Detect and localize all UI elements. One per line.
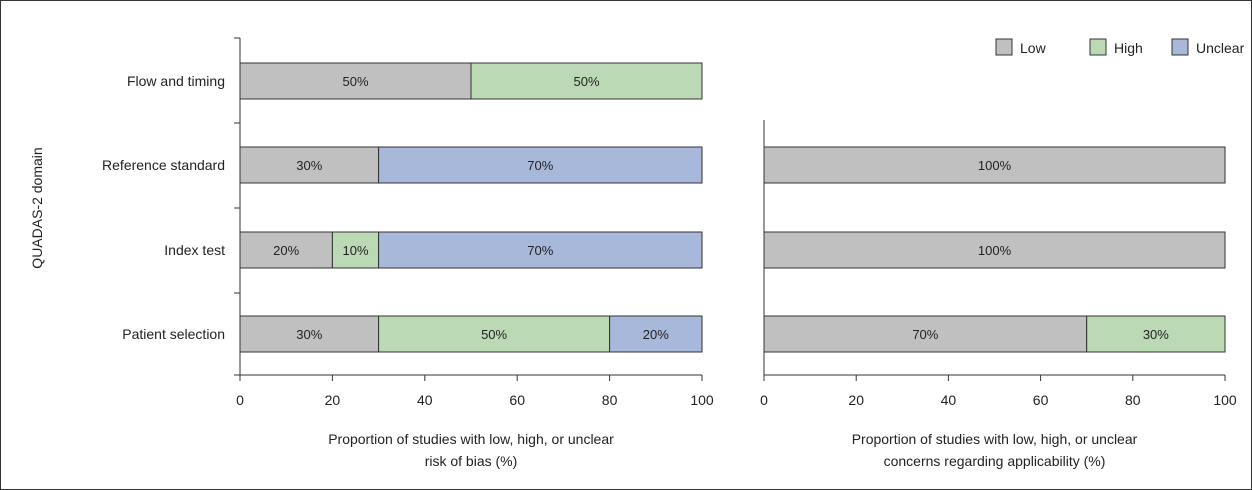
bar-segment-patient-selection-low [239, 315, 380, 353]
x-tick-label: 20 [325, 392, 341, 408]
bar-row-patient-selection: 30% 50% 20% [239, 315, 703, 353]
x-tick-label: 60 [509, 392, 525, 408]
data-label: 50% [481, 327, 507, 342]
x-axis-label: risk of bias (%) [425, 453, 518, 469]
x-tick-label: 40 [941, 392, 957, 408]
x-tick-label: 100 [1213, 392, 1237, 408]
category-label-flow-and-timing: Flow and timing [127, 73, 225, 89]
bar-segment-flow-and-timing-high [470, 62, 703, 100]
legend-label: High [1114, 40, 1143, 56]
x-tick-label: 0 [236, 392, 244, 408]
legend-swatch [1089, 38, 1107, 56]
x-tick-label: 20 [848, 392, 864, 408]
data-label: 30% [296, 158, 322, 173]
x-axis-label: concerns regarding applicability (%) [884, 453, 1106, 469]
category-label-index-test: Index test [164, 242, 225, 258]
data-label: 20% [273, 243, 299, 258]
bar-row-index-test: 100% [763, 231, 1226, 269]
bar-segment-patient-selection-high [378, 315, 611, 353]
legend-swatch [1171, 38, 1189, 56]
x-tick-label: 0 [760, 392, 768, 408]
bar-row-flow-and-timing: 50% 50% [239, 62, 703, 100]
bar-row-index-test: 20% 10% 70% [239, 231, 703, 269]
bar-row-reference-standard: 100% [763, 146, 1226, 184]
bar-row-patient-selection: 70% 30% [763, 315, 1226, 353]
x-axis-label: Proportion of studies with low, high, or… [328, 431, 614, 447]
data-label: 100% [978, 243, 1012, 258]
data-label: 10% [342, 243, 368, 258]
legend-label: Unclear [1196, 40, 1245, 56]
data-label: 70% [527, 158, 553, 173]
bar-segment-patient-selection-high [1086, 315, 1226, 353]
bar-segment-patient-selection-low [763, 315, 1088, 353]
data-label: 30% [1143, 327, 1169, 342]
data-label: 70% [912, 327, 938, 342]
x-axis-label: Proportion of studies with low, high, or… [852, 431, 1138, 447]
legend-label: Low [1020, 40, 1047, 56]
data-label: 30% [296, 327, 322, 342]
x-tick-label: 80 [602, 392, 618, 408]
data-label: 50% [573, 74, 599, 89]
legend-swatch [995, 38, 1013, 56]
legend: Low High Unclear [995, 38, 1245, 56]
legend-entry-high: High [1089, 38, 1143, 56]
category-label-patient-selection: Patient selection [122, 326, 225, 342]
data-label: 70% [527, 243, 553, 258]
bar-segment-index-test-unclear [378, 231, 703, 269]
x-tick-label: 60 [1033, 392, 1049, 408]
risk-of-bias-panel: 50% 50% 30% 70% 20% 10% 70% 30% 50% 20% Flow and t… [102, 37, 714, 469]
bar-segment-flow-and-timing-low [239, 62, 472, 100]
x-tick-label: 40 [417, 392, 433, 408]
data-label: 100% [978, 158, 1012, 173]
bar-segment-index-test-low [763, 231, 1226, 269]
bar-segment-patient-selection-unclear [609, 315, 703, 353]
x-tick-label: 100 [690, 392, 714, 408]
data-label: 50% [342, 74, 368, 89]
legend-entry-unclear: Unclear [1171, 38, 1245, 56]
y-axis-label: QUADAS-2 domain [29, 147, 45, 268]
legend-entry-low: Low [995, 38, 1047, 56]
bar-segment-reference-standard-low [763, 146, 1226, 184]
category-label-reference-standard: Reference standard [102, 157, 225, 173]
bar-row-reference-standard: 30% 70% [239, 146, 703, 184]
bar-segment-reference-standard-unclear [378, 146, 703, 184]
bar-segment-index-test-low [239, 231, 333, 269]
applicability-panel: 100% 100% 70% 30% 0 20 40 60 80 100 Proportion of … [760, 120, 1237, 469]
x-tick-label: 80 [1125, 392, 1141, 408]
bar-segment-reference-standard-low [239, 146, 380, 184]
data-label: 20% [643, 327, 669, 342]
